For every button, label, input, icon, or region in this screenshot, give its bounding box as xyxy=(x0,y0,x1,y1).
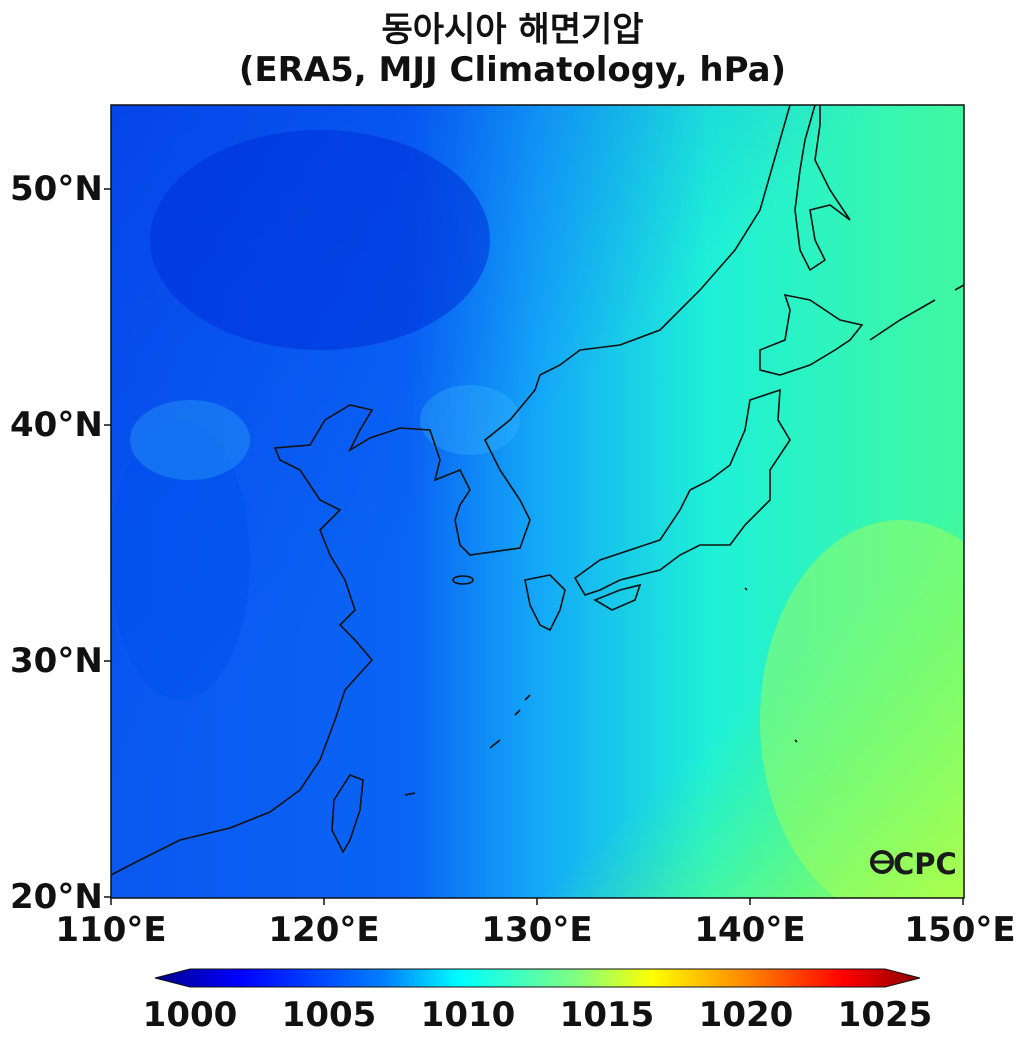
lon-label-140e: 140°E xyxy=(694,910,806,950)
lat-label-30n: 30°N xyxy=(10,641,103,681)
map-title: 동아시아 해면기압 xyxy=(381,10,644,50)
colorbar-tick-1025: 1025 xyxy=(837,995,933,1035)
colorbar xyxy=(154,968,921,988)
lon-label-150e: 150°E xyxy=(904,910,1016,950)
lat-ticks xyxy=(104,188,111,898)
colorbar-tick-1005: 1005 xyxy=(281,995,377,1035)
pressure-field xyxy=(111,105,964,898)
lon-label-130e: 130°E xyxy=(481,910,593,950)
colorbar-tick-1000: 1000 xyxy=(142,995,238,1035)
coastlines xyxy=(111,105,964,876)
svg-text:CPC: CPC xyxy=(893,847,957,881)
colorbar-tick-1020: 1020 xyxy=(698,995,794,1035)
colorbar-tick-1010: 1010 xyxy=(420,995,516,1035)
lat-label-20n: 20°N xyxy=(10,877,103,917)
ocpc-logo: CPC xyxy=(870,847,957,881)
lon-label-120e: 120°E xyxy=(268,910,380,950)
lat-label-40n: 40°N xyxy=(10,405,103,445)
lon-ticks xyxy=(110,898,964,905)
map-subtitle: (ERA5, MJJ Climatology, hPa) xyxy=(238,50,787,90)
lon-label-110e: 110°E xyxy=(55,910,167,950)
colorbar-tick-1015: 1015 xyxy=(559,995,655,1035)
lat-label-50n: 50°N xyxy=(10,169,103,209)
